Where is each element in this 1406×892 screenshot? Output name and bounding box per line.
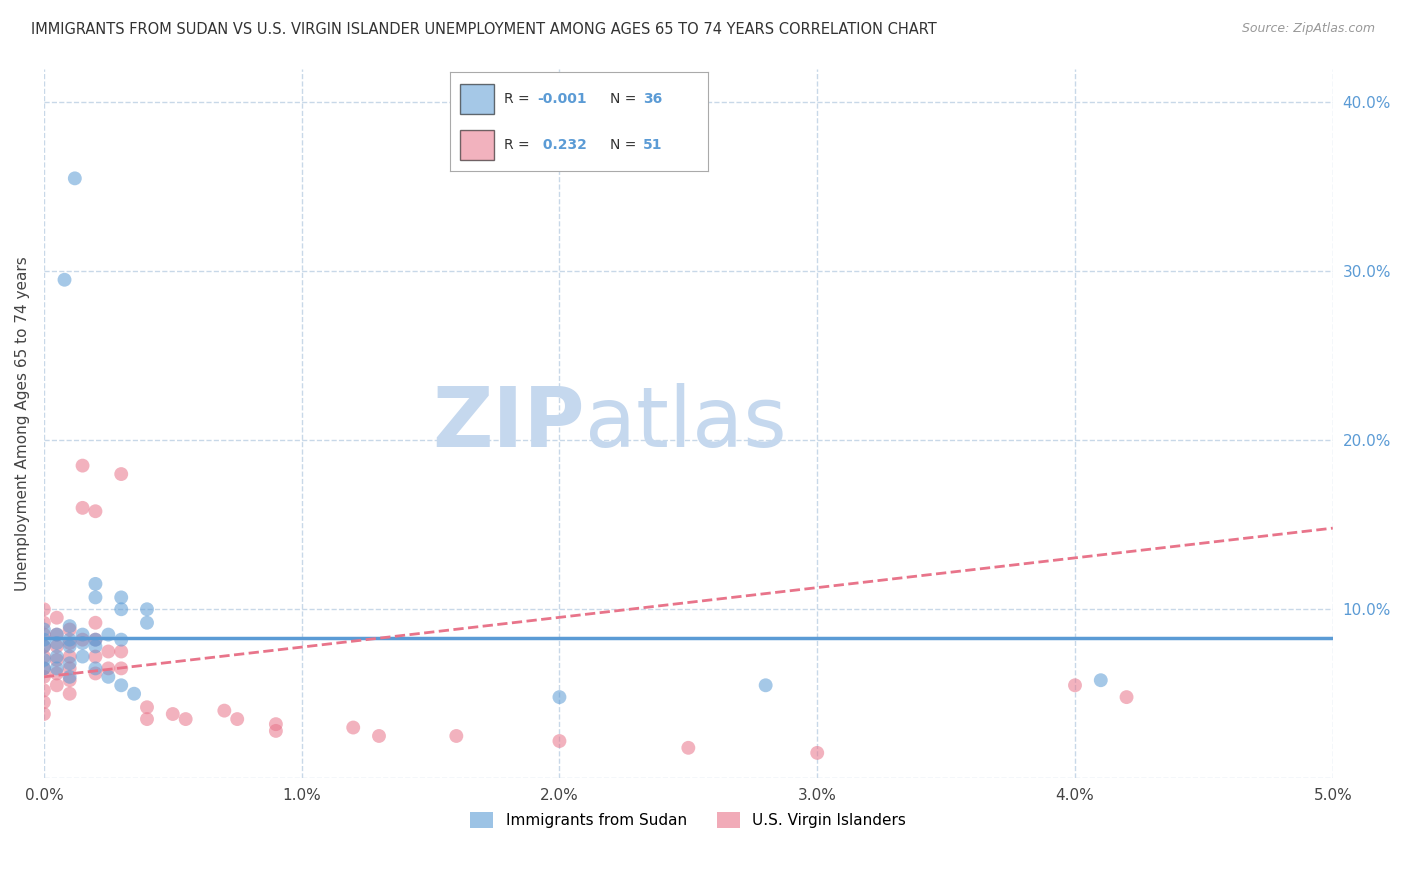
Point	[122, 687, 145, 701]
Point	[32, 615, 55, 630]
Point	[32, 661, 55, 675]
Point	[1115, 690, 1137, 705]
Point	[1064, 678, 1087, 692]
Point	[59, 670, 82, 684]
Point	[59, 673, 82, 688]
Text: atlas: atlas	[585, 383, 787, 464]
Point	[110, 591, 132, 605]
Point	[59, 632, 82, 647]
Point	[45, 678, 67, 692]
Point	[45, 610, 67, 624]
Point	[53, 273, 76, 287]
Point	[45, 661, 67, 675]
Point	[32, 683, 55, 698]
Point	[162, 706, 184, 721]
Point	[45, 640, 67, 654]
Text: IMMIGRANTS FROM SUDAN VS U.S. VIRGIN ISLANDER UNEMPLOYMENT AMONG AGES 65 TO 74 Y: IMMIGRANTS FROM SUDAN VS U.S. VIRGIN ISL…	[31, 22, 936, 37]
Point	[72, 632, 94, 647]
Point	[548, 734, 571, 748]
Point	[84, 632, 107, 647]
Point	[59, 640, 82, 654]
Point	[45, 666, 67, 681]
Point	[32, 670, 55, 684]
Point	[84, 577, 107, 591]
Point	[97, 644, 120, 658]
Point	[72, 636, 94, 650]
Point	[45, 653, 67, 667]
Point	[32, 640, 55, 654]
Point	[32, 661, 55, 675]
Point	[59, 687, 82, 701]
Point	[548, 690, 571, 705]
Point	[97, 670, 120, 684]
Point	[72, 500, 94, 515]
Point	[110, 602, 132, 616]
Point	[97, 661, 120, 675]
Point	[32, 653, 55, 667]
Point	[368, 729, 391, 743]
Text: ZIP: ZIP	[433, 383, 585, 464]
Point	[84, 661, 107, 675]
Point	[110, 678, 132, 692]
Point	[84, 649, 107, 664]
Point	[32, 640, 55, 654]
Point	[32, 695, 55, 709]
Point	[136, 615, 159, 630]
Text: Source: ZipAtlas.com: Source: ZipAtlas.com	[1241, 22, 1375, 36]
Point	[264, 723, 287, 738]
Point	[32, 649, 55, 664]
Point	[59, 636, 82, 650]
Point	[59, 661, 82, 675]
Point	[678, 740, 700, 755]
Point	[110, 467, 132, 481]
Point	[59, 649, 82, 664]
Point	[136, 700, 159, 714]
Point	[45, 627, 67, 641]
Point	[264, 717, 287, 731]
Point	[45, 627, 67, 641]
Point	[110, 632, 132, 647]
Point	[59, 619, 82, 633]
Point	[32, 632, 55, 647]
Point	[59, 623, 82, 637]
Point	[110, 644, 132, 658]
Point	[84, 640, 107, 654]
Point	[214, 704, 236, 718]
Point	[32, 623, 55, 637]
Point	[84, 632, 107, 647]
Point	[446, 729, 468, 743]
Point	[84, 591, 107, 605]
Point	[32, 602, 55, 616]
Point	[174, 712, 197, 726]
Point	[136, 712, 159, 726]
Point	[806, 746, 828, 760]
Point	[32, 627, 55, 641]
Point	[72, 649, 94, 664]
Point	[45, 636, 67, 650]
Point	[226, 712, 249, 726]
Point	[1090, 673, 1112, 688]
Point	[45, 649, 67, 664]
Point	[63, 171, 86, 186]
Point	[72, 627, 94, 641]
Point	[84, 615, 107, 630]
Point	[32, 706, 55, 721]
Point	[84, 504, 107, 518]
Point	[110, 661, 132, 675]
Point	[97, 627, 120, 641]
Point	[84, 666, 107, 681]
Point	[136, 602, 159, 616]
Point	[755, 678, 778, 692]
Point	[342, 721, 364, 735]
Point	[59, 657, 82, 671]
Point	[72, 458, 94, 473]
Legend: Immigrants from Sudan, U.S. Virgin Islanders: Immigrants from Sudan, U.S. Virgin Islan…	[464, 806, 912, 834]
Y-axis label: Unemployment Among Ages 65 to 74 years: Unemployment Among Ages 65 to 74 years	[15, 256, 30, 591]
